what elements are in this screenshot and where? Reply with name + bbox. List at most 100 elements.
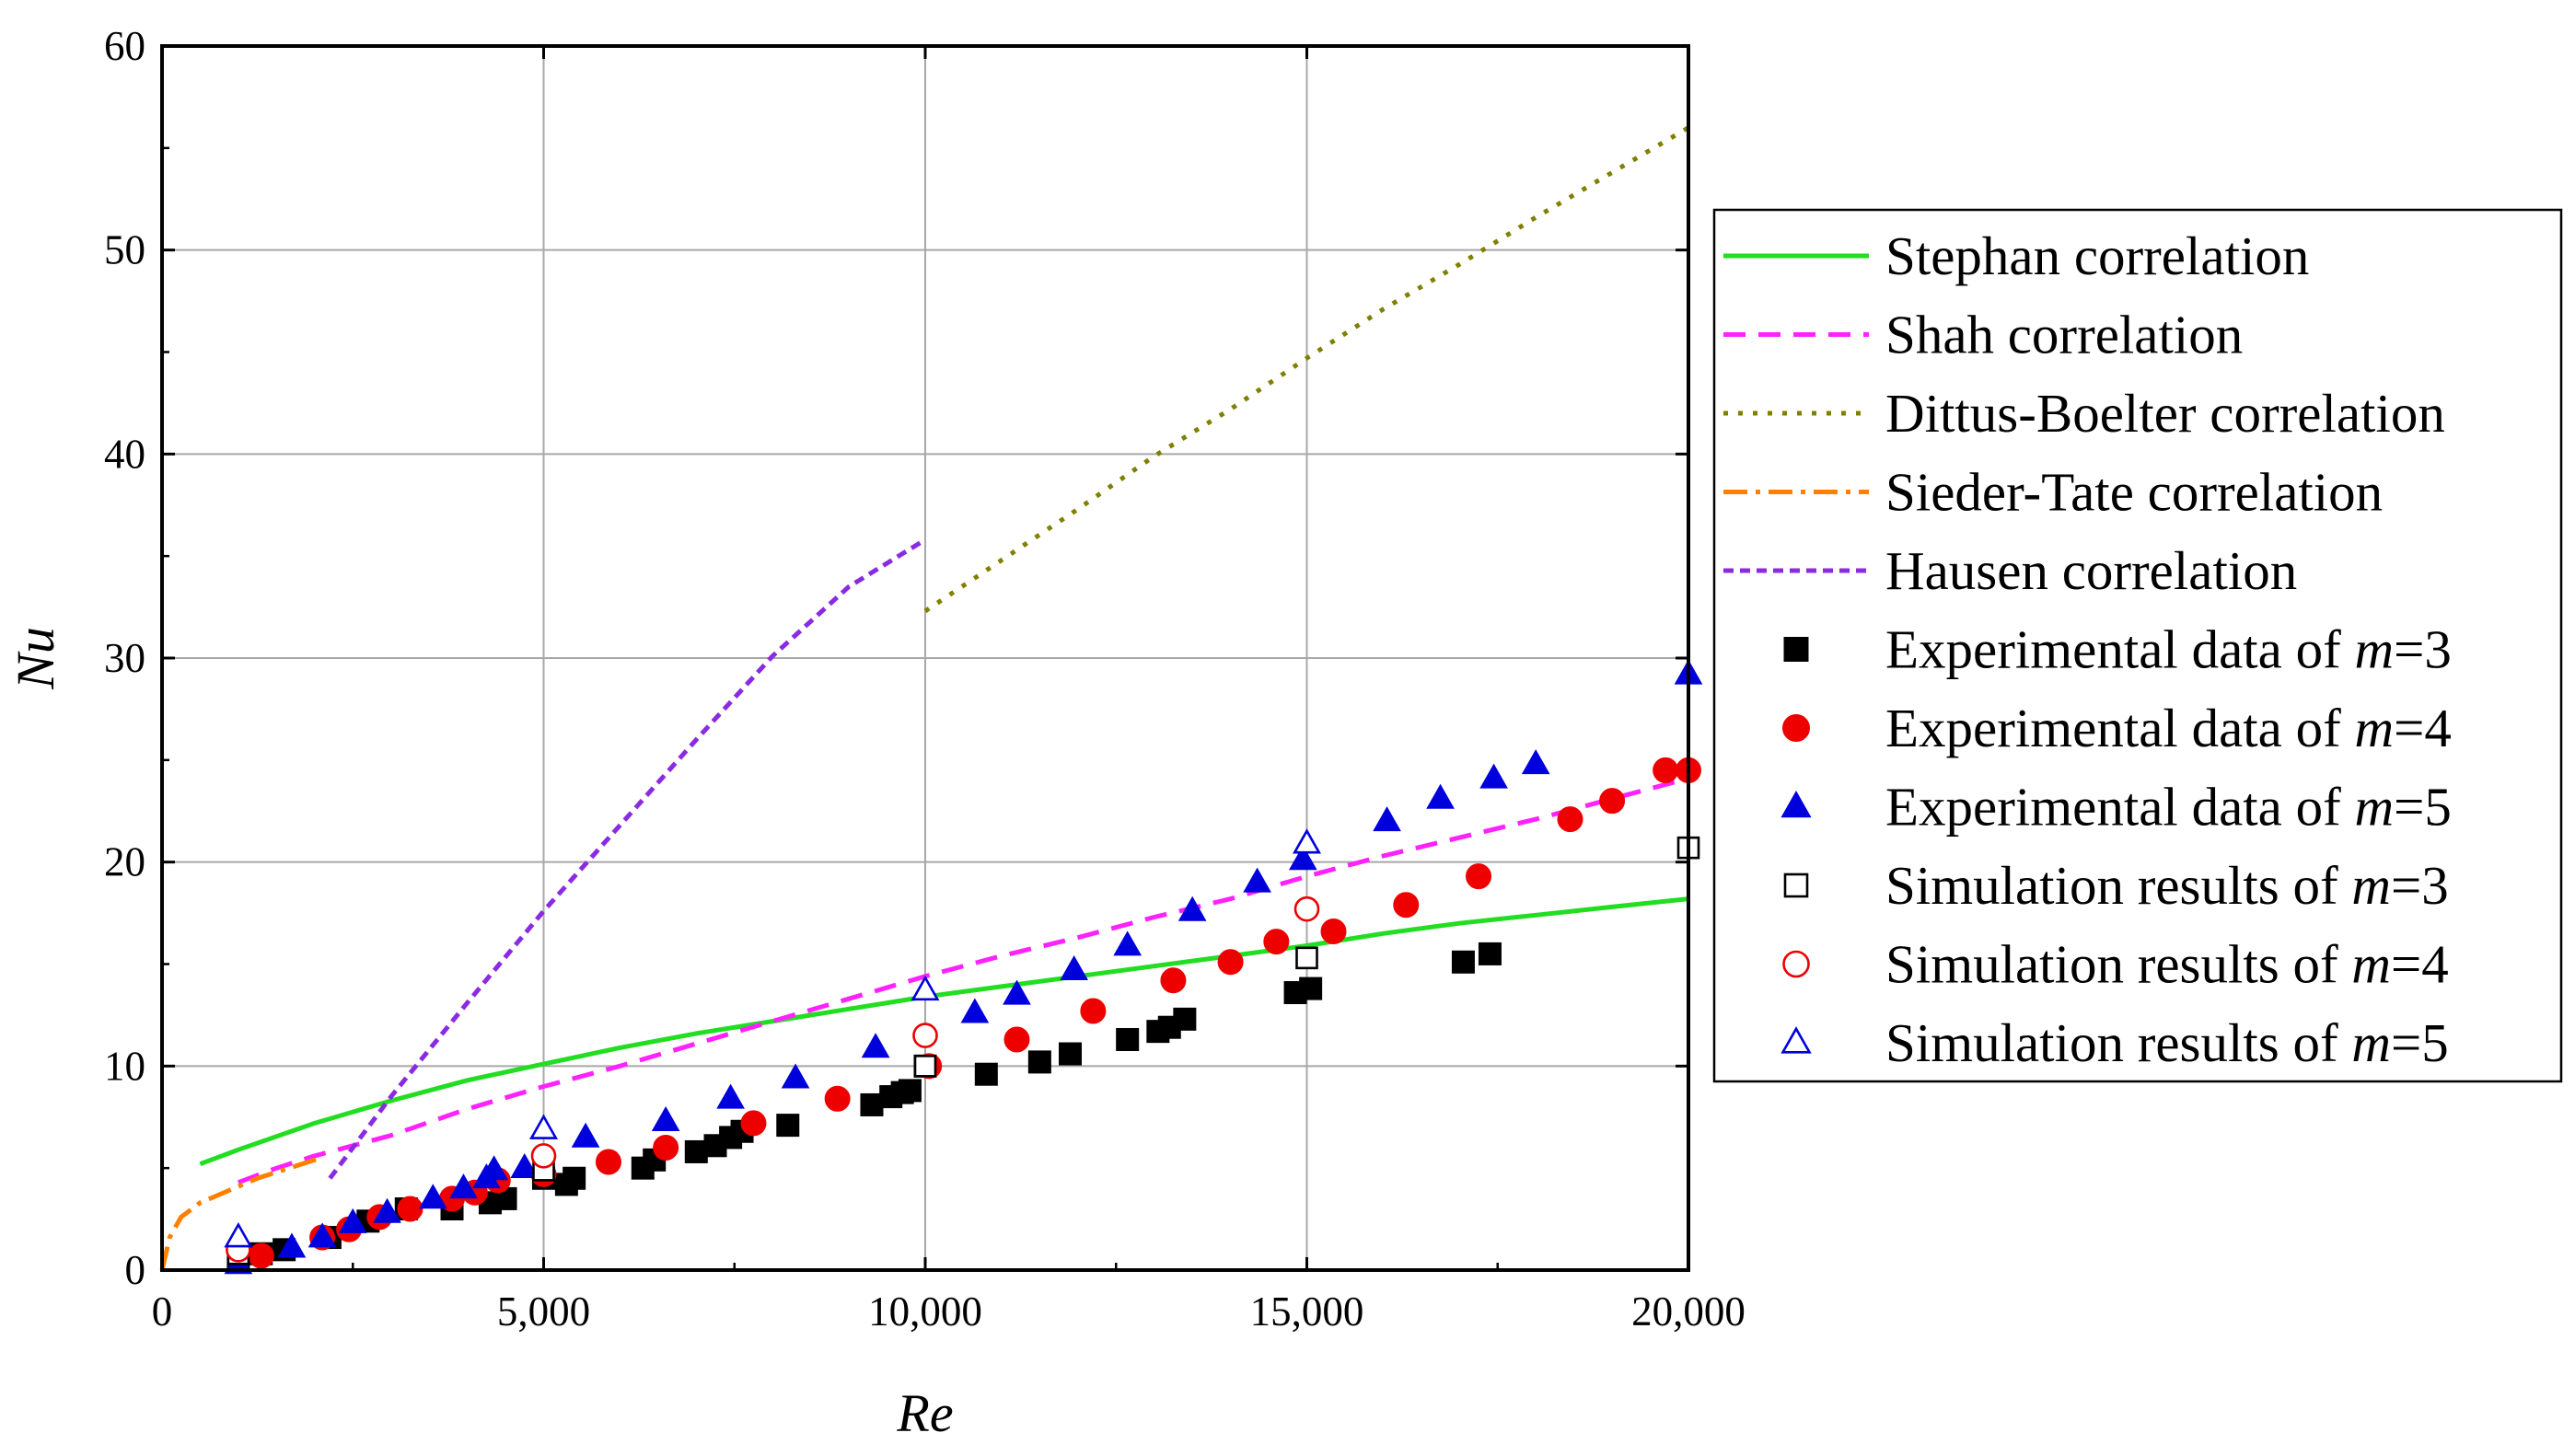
data-point — [1289, 845, 1317, 871]
data-point — [480, 1155, 508, 1181]
legend-item: Simulation results of m=3 — [1783, 855, 2449, 916]
data-point — [913, 1055, 937, 1078]
data-point — [1243, 867, 1271, 893]
legend: Stephan correlation Shah correlation Dittu… — [1712, 208, 2563, 1083]
legend-item: Shah correlation — [1723, 305, 2243, 365]
legend-item: Experimental data of m=5 — [1780, 777, 2452, 838]
y-tick-label: 50 — [104, 227, 145, 273]
legend-label: Experimental data of m=3 — [1885, 619, 2452, 680]
data-point — [1293, 896, 1320, 922]
legend-item: Simulation results of m=5 — [1780, 1012, 2449, 1073]
legend-marker — [1780, 791, 1812, 818]
data-point — [898, 1079, 922, 1103]
data-point — [1557, 806, 1583, 833]
axis-ticks: 0 5,000 10,000 15,000 20,000 0 10 20 30 40 50 60 — [104, 23, 1746, 1335]
data-point — [1393, 892, 1420, 919]
x-tick-label: 0 — [152, 1288, 173, 1335]
y-tick-label: 0 — [125, 1247, 146, 1293]
data-point — [1059, 1042, 1083, 1066]
data-point — [373, 1197, 401, 1223]
data-point — [740, 1110, 767, 1137]
data-point — [824, 1085, 851, 1112]
data-point — [1599, 788, 1626, 815]
data-point — [1027, 1050, 1051, 1074]
data-point — [1060, 954, 1089, 980]
data-point — [1299, 976, 1323, 1000]
x-tick-label: 20,000 — [1631, 1288, 1746, 1335]
legend-item: Simulation results of m=4 — [1782, 934, 2449, 995]
legend-label: Simulation results of m=3 — [1885, 855, 2449, 916]
data-point — [1478, 942, 1502, 965]
data-point — [684, 1139, 708, 1163]
legend-marker — [1782, 950, 1810, 978]
y-tick-label: 40 — [104, 431, 145, 477]
y-tick-label: 30 — [104, 635, 145, 681]
data-point — [1217, 949, 1244, 976]
data-point — [1521, 749, 1550, 775]
x-axis-title: Re — [896, 1383, 953, 1443]
grid-lines — [162, 46, 1688, 1270]
data-point — [277, 1232, 307, 1258]
data-point — [716, 1083, 745, 1109]
legend-item: Dittus-Boelter correlation — [1723, 383, 2445, 444]
data-point — [338, 1208, 367, 1233]
legend-label: Stephan correlation — [1885, 225, 2309, 286]
data-point — [1116, 1028, 1140, 1052]
legend-item: Sieder-Tate correlation — [1723, 462, 2383, 523]
legend-marker — [1782, 714, 1810, 742]
data-point — [397, 1196, 423, 1222]
series-simulation-results-of-m-4 — [226, 896, 1320, 1263]
data-point — [307, 1222, 337, 1248]
legend-label: Sieder-Tate correlation — [1885, 462, 2383, 523]
data-point — [1173, 1007, 1197, 1031]
x-tick-label: 15,000 — [1250, 1288, 1364, 1335]
data-point — [1113, 930, 1143, 956]
legend-label: Experimental data of m=5 — [1885, 777, 2452, 838]
series-line-dittus-boelter-correlation — [923, 125, 1690, 614]
data-point — [1003, 979, 1031, 1005]
data-point — [510, 1152, 539, 1179]
data-point — [530, 1143, 557, 1169]
legend-marker — [1780, 1026, 1812, 1054]
legend-item: Experimental data of m=3 — [1783, 619, 2452, 680]
data-point — [1003, 1026, 1030, 1053]
series-layer — [159, 125, 1703, 1275]
data-point — [776, 1114, 800, 1138]
series-line-shah-correlation — [238, 776, 1689, 1185]
data-point — [449, 1173, 478, 1199]
series-simulation-results-of-m-5 — [224, 828, 1322, 1248]
data-point — [653, 1135, 679, 1161]
data-point — [1466, 863, 1492, 890]
data-point — [781, 1063, 810, 1089]
legend-label: Simulation results of m=5 — [1885, 1012, 2449, 1073]
data-point — [571, 1122, 600, 1148]
legend-marker — [1783, 637, 1809, 662]
y-tick-label: 20 — [104, 839, 145, 885]
data-point — [1479, 763, 1508, 789]
y-axis-title: Nu — [6, 627, 65, 690]
data-point — [911, 975, 940, 1001]
data-point — [860, 1092, 884, 1116]
x-tick-label: 5,000 — [497, 1288, 590, 1335]
data-point — [595, 1149, 621, 1175]
data-point — [1653, 757, 1679, 783]
series-experimental-data-of-m-5 — [224, 659, 1703, 1275]
data-point — [1451, 950, 1475, 974]
data-point — [1426, 783, 1455, 809]
legend-label: Dittus-Boelter correlation — [1885, 383, 2445, 444]
legend-item: Stephan correlation — [1723, 225, 2309, 286]
data-point — [418, 1184, 447, 1209]
y-tick-label: 10 — [104, 1043, 145, 1089]
legend-marker — [1783, 872, 1809, 898]
data-point — [1263, 929, 1290, 955]
data-point — [563, 1166, 586, 1190]
legend-box — [1712, 208, 2563, 1083]
series-line-sieder-tate-correlation — [159, 1155, 323, 1271]
data-point — [861, 1033, 890, 1058]
data-point — [1160, 967, 1187, 994]
series-experimental-data-of-m-3 — [226, 942, 1502, 1274]
x-tick-label: 10,000 — [868, 1288, 982, 1335]
legend-label: Shah correlation — [1885, 305, 2243, 365]
legend-item: Experimental data of m=4 — [1782, 698, 2452, 758]
